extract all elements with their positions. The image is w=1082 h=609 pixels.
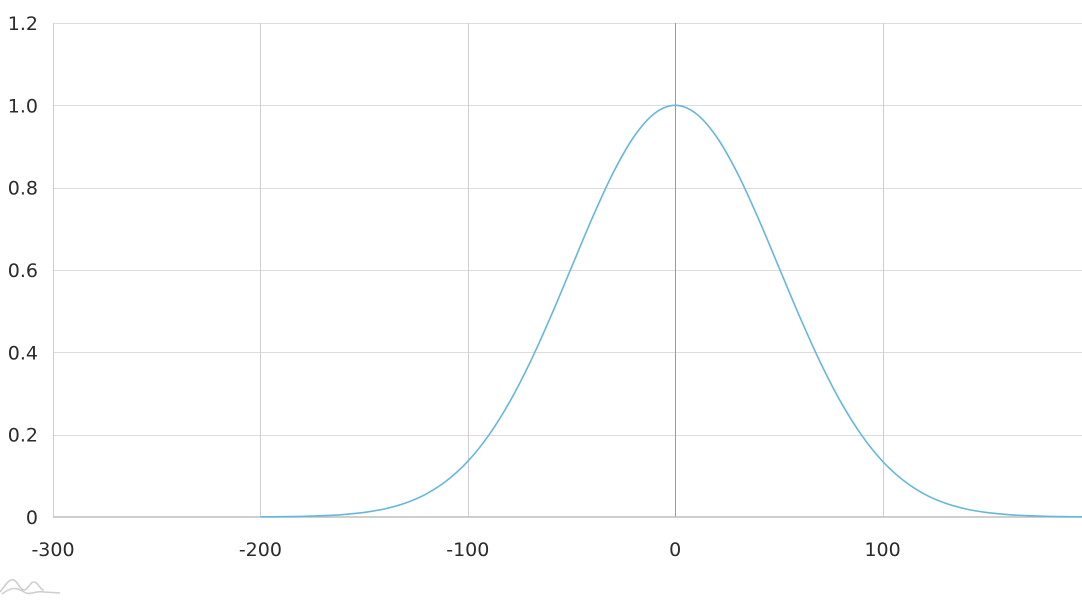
data-point[interactable] (921, 491, 927, 497)
data-point[interactable] (610, 170, 616, 176)
data-point[interactable] (900, 477, 906, 483)
x-tick-label: -100 (446, 539, 489, 561)
y-tick-label: 0.8 (8, 178, 38, 200)
y-tick-label: 1.0 (8, 95, 38, 117)
data-point[interactable] (1046, 513, 1052, 519)
data-point[interactable] (714, 134, 720, 140)
data-point[interactable] (320, 513, 326, 519)
data-point[interactable] (506, 400, 512, 406)
data-point[interactable] (444, 477, 450, 483)
data-point[interactable] (465, 458, 471, 464)
data-point[interactable] (589, 215, 595, 221)
data-point[interactable] (527, 360, 533, 366)
data-point[interactable] (569, 264, 575, 270)
data-point[interactable] (797, 314, 803, 320)
data-point[interactable] (278, 514, 284, 520)
y-tick-label: 0.6 (8, 260, 38, 282)
data-point[interactable] (1004, 512, 1010, 518)
data-point[interactable] (672, 102, 678, 108)
series-line-0[interactable] (260, 104, 1082, 518)
data-point[interactable] (963, 506, 969, 512)
data-point[interactable] (361, 509, 367, 515)
grid (53, 23, 1082, 518)
data-point[interactable] (1066, 514, 1072, 520)
chart-logo-icon[interactable] (0, 578, 61, 595)
data-point[interactable] (859, 433, 865, 439)
y-tick-label: 1.2 (8, 13, 38, 35)
data-point[interactable] (651, 110, 657, 116)
data-point[interactable] (817, 360, 823, 366)
data-point[interactable] (734, 170, 740, 176)
data-point[interactable] (942, 500, 948, 506)
x-tick-label: 100 (864, 539, 900, 561)
y-tick-label: 0.2 (8, 425, 38, 447)
data-point[interactable] (880, 458, 886, 464)
data-point[interactable] (548, 314, 554, 320)
data-point[interactable] (755, 215, 761, 221)
data-point[interactable] (983, 509, 989, 515)
data-point[interactable] (340, 512, 346, 518)
data-point[interactable] (1025, 513, 1031, 519)
axes: 00.20.40.60.81.01.2-300-200-10001002 (8, 13, 901, 561)
data-point[interactable] (486, 433, 492, 439)
y-tick-label: 0.4 (8, 342, 38, 364)
series-layer (257, 102, 1082, 520)
data-point[interactable] (693, 110, 699, 116)
x-tick-label: 0 (669, 539, 681, 561)
x-tick-label: -300 (31, 539, 74, 561)
y-tick-label: 0 (26, 507, 38, 529)
data-point[interactable] (382, 506, 388, 512)
x-tick-label: -200 (239, 539, 282, 561)
data-point[interactable] (631, 134, 637, 140)
data-point[interactable] (257, 514, 263, 520)
data-point[interactable] (776, 264, 782, 270)
data-point[interactable] (838, 400, 844, 406)
data-point[interactable] (299, 513, 305, 519)
data-point[interactable] (423, 491, 429, 497)
data-point[interactable] (403, 500, 409, 506)
